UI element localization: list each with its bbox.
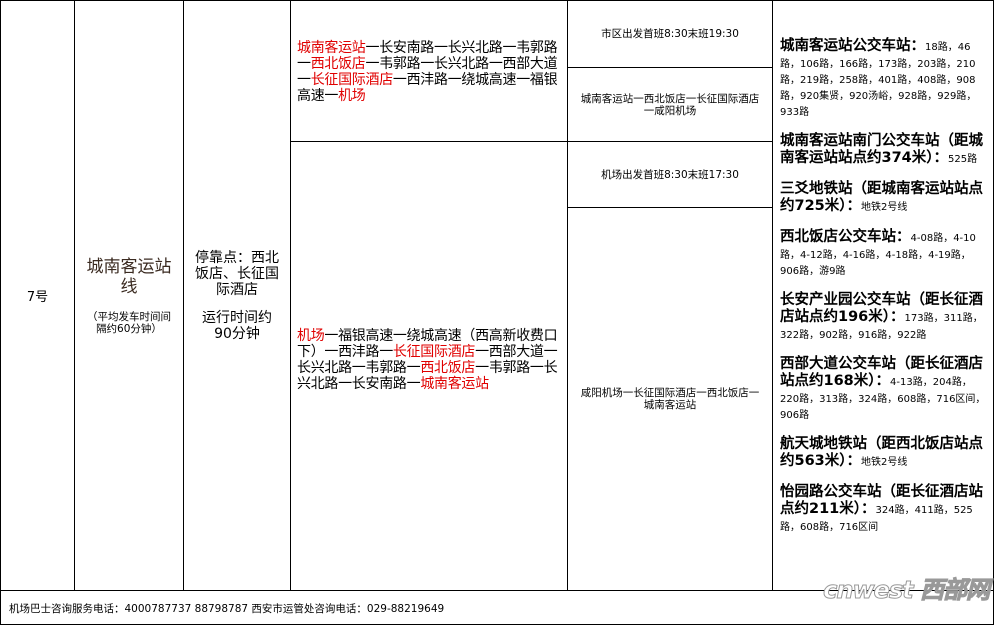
bus-stop-routes: 18路，46路，106路，166路，173路，203路，210路，219路，25… bbox=[780, 42, 977, 118]
route-stop-highlight: 西北饭店 bbox=[310, 56, 366, 72]
bus-stop-name: 怡园路公交车站（距长征酒店站点约211米）： bbox=[780, 484, 983, 517]
outbound-summary: 城南客运站一西北饭店一长征国际酒店一咸阳机场 bbox=[580, 92, 760, 117]
line-number-cell: 7号 bbox=[0, 0, 75, 591]
interval-note: （平均发车时间间隔约60分钟） bbox=[87, 310, 171, 335]
route-segment: 一福银高速一绕城高速（西高新收费口下）一西沣路一 bbox=[297, 328, 558, 360]
bus-stop-name: 航天城地铁站（距西北饭店站点约563米）： bbox=[780, 436, 983, 469]
route-segment: 一西沣路一绕城高速一福银高速一 bbox=[297, 72, 558, 104]
duration-note: 运行时间约90分钟 bbox=[202, 309, 272, 342]
bus-stop-entry: 西北饭店公交车站：4-08路，4-10路，4-12路，4-16路，4-18路，4… bbox=[780, 228, 987, 278]
bus-stop-routes: 173路，311路，322路，902路，916路，922路 bbox=[780, 313, 983, 341]
cnwest-logo: cnwest 西部网 bbox=[823, 576, 991, 605]
bus-stop-routes: 525路 bbox=[948, 154, 978, 165]
bus-stop-entry: 城南客运站南门公交车站（距城南客运站站点约374米）：525路 bbox=[780, 132, 987, 166]
inbound-summary-cell: 咸阳机场一长征国际酒店一西北饭店一城南客运站 bbox=[567, 207, 773, 591]
route-stop-highlight: 机场 bbox=[338, 88, 366, 104]
route-segment: 一长安南路一长兴北路一韦郭路一 bbox=[297, 40, 558, 72]
line-number: 7号 bbox=[26, 290, 49, 305]
bus-stop-name: 城南客运站公交车站： bbox=[780, 38, 925, 54]
footer-contacts: 机场巴士咨询服务电话：4000787737 88798787 西安市运管处咨询电… bbox=[9, 603, 445, 615]
bus-stop-entry: 城南客运站公交车站：18路，46路，106路，166路，173路，203路，21… bbox=[780, 37, 987, 119]
route-segment: 一韦郭路一长兴北路一西部大道一 bbox=[297, 56, 558, 88]
route-segment: 一西部大道一长兴北路一韦郭路一 bbox=[297, 344, 558, 376]
inbound-summary: 咸阳机场一长征国际酒店一西北饭店一城南客运站 bbox=[580, 387, 760, 411]
line-name: 城南客运站线 bbox=[86, 256, 172, 297]
stops-note: 停靠点：西北饭店、长征国际酒店 bbox=[195, 249, 279, 298]
bus-stop-name: 西北饭店公交车站： bbox=[780, 229, 911, 245]
bus-stop-entry: 长安产业园公交车站（距长征酒店站点约196米）：173路，311路，322路，9… bbox=[780, 291, 987, 342]
outbound-schedule: 市区出发首班8:30末班19:30 bbox=[601, 28, 739, 40]
route-stop-highlight: 长征国际酒店 bbox=[310, 72, 394, 88]
inbound-schedule: 机场出发首班8:30末班17:30 bbox=[601, 168, 739, 181]
bus-stop-routes: 地铁2号线 bbox=[861, 457, 908, 468]
route-stop-highlight: 西北饭店 bbox=[420, 360, 476, 376]
stops-cell: 停靠点：西北饭店、长征国际酒店 运行时间约90分钟 bbox=[183, 0, 291, 591]
bus-stop-routes: 地铁2号线 bbox=[861, 202, 908, 213]
route-stop-highlight: 机场 bbox=[297, 328, 325, 344]
bus-stop-entry: 三爻地铁站（距城南客运站站点约725米）：地铁2号线 bbox=[780, 180, 987, 214]
line-name-cell: 城南客运站线 （平均发车时间间隔约60分钟） bbox=[74, 0, 184, 591]
bus-stop-entry: 怡园路公交车站（距长征酒店站点约211米）：324路，411路，525路，608… bbox=[780, 483, 987, 534]
route-stop-highlight: 长征国际酒店 bbox=[392, 344, 476, 360]
bus-stop-entry: 航天城地铁站（距西北饭店站点约563米）：地铁2号线 bbox=[780, 435, 987, 469]
bus-stop-name: 长安产业园公交车站（距长征酒店站点约196米）： bbox=[780, 292, 983, 325]
route-stop-highlight: 城南客运站 bbox=[297, 40, 366, 56]
outbound-summary-cell: 城南客运站一西北饭店一长征国际酒店一咸阳机场 bbox=[567, 67, 773, 142]
nearby-bus-stops: 城南客运站公交车站：18路，46路，106路，166路，173路，203路，21… bbox=[772, 0, 994, 591]
inbound-route: 机场一福银高速一绕城高速（西高新收费口下）一西沣路一长征国际酒店一西部大道一长兴… bbox=[290, 141, 568, 591]
route-segment: 一韦郭路一长兴北路一长安南路一 bbox=[297, 360, 558, 392]
route-stop-highlight: 城南客运站 bbox=[420, 376, 489, 392]
bus-stop-name: 三爻地铁站（距城南客运站站点约725米）： bbox=[780, 181, 983, 214]
outbound-schedule-cell: 市区出发首班8:30末班19:30 bbox=[567, 0, 773, 68]
bus-stop-name: 西部大道公交车站（距长征酒店站点约168米）： bbox=[780, 356, 983, 389]
bus-stop-name: 城南客运站南门公交车站（距城南客运站站点约374米）： bbox=[780, 133, 983, 166]
bus-stop-routes: 324路，411路，525路，608路，716区间 bbox=[780, 505, 973, 533]
bus-stop-entry: 西部大道公交车站（距长征酒店站点约168米）：4-13路，204路，220路，3… bbox=[780, 355, 987, 422]
bus-stop-routes: 4-13路，204路，220路，313路，324路，608路，716区间，906… bbox=[780, 377, 986, 421]
outbound-route: 城南客运站一长安南路一长兴北路一韦郭路一西北饭店一韦郭路一长兴北路一西部大道一长… bbox=[290, 0, 568, 142]
bus-stop-routes: 4-08路，4-10路，4-12路，4-16路，4-18路，4-19路，906路… bbox=[780, 233, 976, 277]
inbound-schedule-cell: 机场出发首班8:30末班17:30 bbox=[567, 141, 773, 208]
footer-cell: 机场巴士咨询服务电话：4000787737 88798787 西安市运管处咨询电… bbox=[0, 590, 994, 625]
